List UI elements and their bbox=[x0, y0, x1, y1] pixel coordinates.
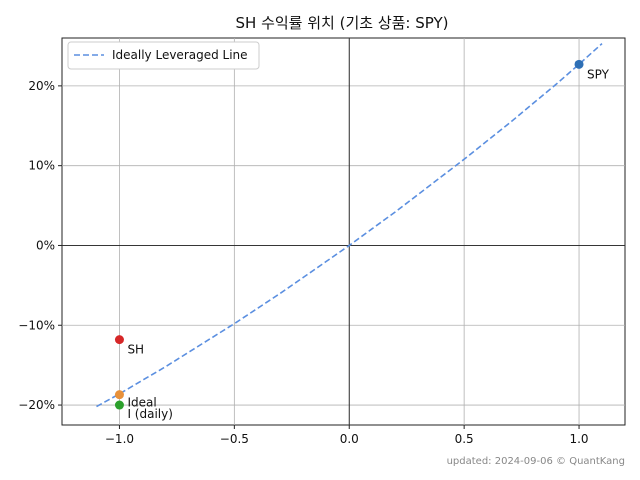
series bbox=[96, 43, 603, 408]
point-label-sh: SH bbox=[127, 343, 144, 357]
point-sh bbox=[114, 335, 124, 345]
x-tick-label: −0.5 bbox=[220, 432, 249, 446]
y-tick-label: −20% bbox=[18, 398, 55, 412]
point-ideal-daily bbox=[114, 400, 124, 410]
legend-label: Ideally Leveraged Line bbox=[112, 48, 248, 62]
legend: Ideally Leveraged Line bbox=[67, 41, 260, 70]
point-label-spy: SPY bbox=[587, 67, 610, 81]
y-tick-label: −10% bbox=[18, 318, 55, 332]
y-axis-ticks: −20% −10% 0% 10% 20% bbox=[18, 79, 62, 412]
x-tick-label: −1.0 bbox=[105, 432, 134, 446]
legend-box bbox=[67, 41, 260, 70]
point-ideal bbox=[114, 390, 124, 400]
point-label-ideal: Ideal bbox=[127, 396, 156, 410]
y-tick-label: 0% bbox=[36, 238, 55, 252]
grid bbox=[62, 38, 625, 425]
plot-frame bbox=[61, 37, 626, 426]
y-tick-label: 20% bbox=[28, 79, 55, 93]
point-spy bbox=[574, 59, 584, 69]
x-tick-label: 1.0 bbox=[569, 432, 588, 446]
point-label-ideal-daily: I (daily) bbox=[127, 407, 172, 421]
chart-title: SH 수익률 위치 (기초 상품: SPY) bbox=[236, 14, 449, 32]
x-tick-label: 0.5 bbox=[455, 432, 474, 446]
x-axis-ticks: −1.0 −0.5 0.0 0.5 1.0 bbox=[105, 425, 589, 446]
y-tick-label: 10% bbox=[28, 159, 55, 173]
x-tick-label: 0.0 bbox=[340, 432, 359, 446]
zero-axes bbox=[62, 38, 625, 425]
footer-credit: updated: 2024-09-06 © QuantKang bbox=[447, 456, 625, 467]
ideal-leveraged-line bbox=[96, 43, 603, 408]
